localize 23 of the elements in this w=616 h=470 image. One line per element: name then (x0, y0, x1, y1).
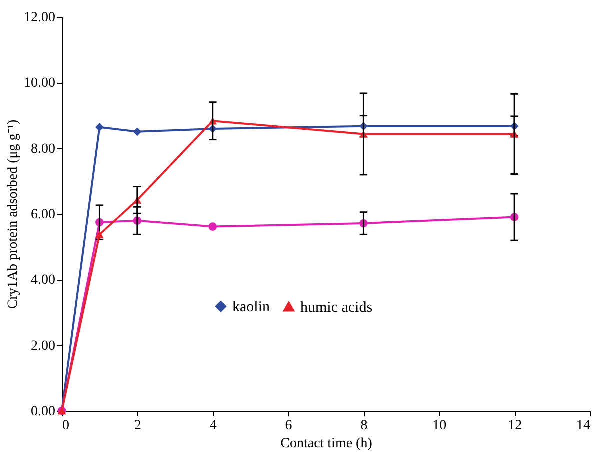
legend-label: kaolin (232, 300, 270, 316)
y-tick-label: 6.00 (31, 208, 56, 222)
x-tick-label: 8 (360, 418, 368, 434)
y-axis-title: Cry1Ab protein adsorbed (μg g⁻¹) (6, 120, 21, 310)
point (96, 123, 104, 132)
x-tick-label: 14 (576, 418, 590, 434)
x-axis-title: Contact time (h) (280, 436, 373, 452)
x-tick-label: 0 (62, 418, 70, 434)
legend-label: humic acids (300, 300, 373, 316)
y-tick-label: 10.00 (24, 76, 56, 92)
y-tick-label: 4.00 (31, 273, 56, 288)
x-tick-label: 4 (210, 418, 217, 434)
point (96, 231, 104, 238)
x-tick-label: 6 (285, 418, 292, 434)
y-tick-label: 8.00 (31, 142, 56, 157)
y-tick-label: 12.00 (24, 10, 56, 26)
y-tick-label: 2.00 (31, 338, 56, 354)
x-tick-label: 12 (508, 418, 522, 434)
x-tick-label: 10 (432, 418, 447, 434)
point (133, 128, 142, 136)
point (208, 222, 218, 231)
x-tick-label: 2 (134, 418, 142, 434)
y-tick-label: 0.00 (31, 404, 56, 420)
